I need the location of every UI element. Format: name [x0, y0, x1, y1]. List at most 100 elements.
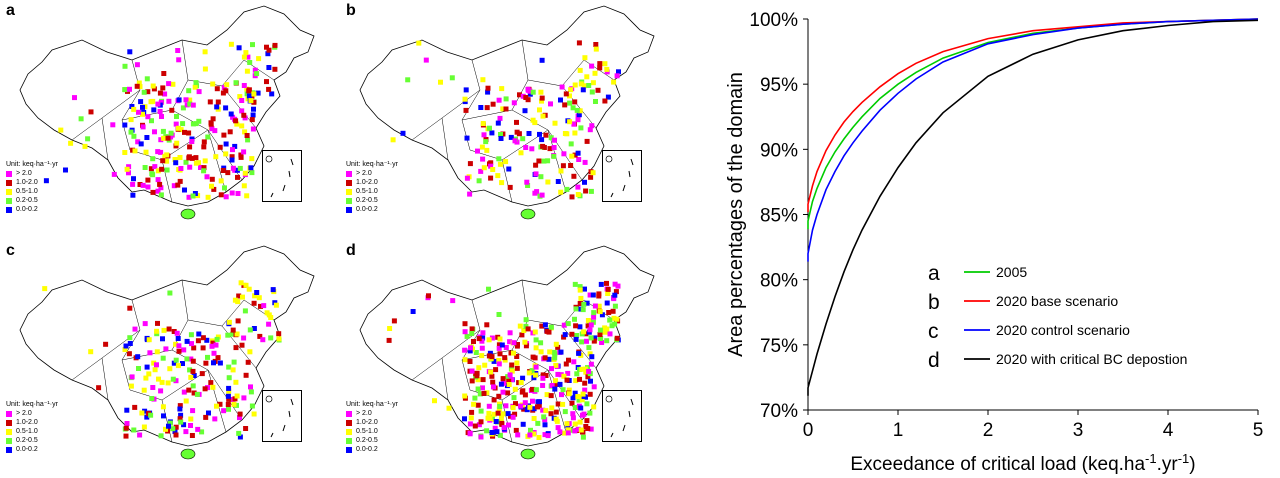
panel-letter: a	[6, 2, 15, 19]
x-axis-label-superscript: -1	[1145, 451, 1157, 466]
legend-swatch	[346, 437, 352, 444]
legend-label: 0.5-1.0	[356, 428, 378, 435]
legend-swatch	[6, 437, 12, 444]
legend-item: > 2.0	[6, 409, 58, 418]
legend-swatch	[346, 206, 352, 213]
legend-item: 1.0-2.0	[6, 178, 58, 187]
legend-letter: b	[928, 291, 940, 314]
legend-item: > 2.0	[6, 169, 58, 178]
south-china-sea-inset	[602, 150, 642, 202]
legend-item: > 2.0	[346, 409, 398, 418]
legend-swatch	[6, 410, 12, 417]
legend-label: 0.2-0.5	[16, 197, 38, 204]
legend-label: 1.0-2.0	[356, 179, 378, 186]
map-legend: Unit: keq·ha⁻¹·yr > 2.0 1.0-2.0 0.5-1.0 0.2-…	[6, 160, 58, 214]
legend-swatch	[346, 179, 352, 186]
legend-unit: Unit: keq·ha⁻¹·yr	[346, 161, 398, 168]
legend-swatch	[6, 197, 12, 204]
legend-series-name: 2020 base scenario	[996, 293, 1118, 309]
legend-swatch	[6, 419, 12, 426]
map-panel-c: c Unit: keq·ha⁻¹·yr > 2.0 1.0-2.0 0.5-1.0 0.2…	[0, 240, 340, 470]
exceedance-line-chart: 70% 75% 80% 85% 90% 95% 100% 0 1 2 3 4 5 Area percent…	[725, 10, 1263, 476]
legend-letter: d	[928, 349, 940, 372]
legend-item: 1.0-2.0	[346, 178, 398, 187]
legend-label: 1.0-2.0	[16, 179, 38, 186]
legend-unit: Unit: keq·ha⁻¹·yr	[6, 401, 58, 408]
legend-label: > 2.0	[356, 410, 372, 417]
legend-label: 0.0-0.2	[16, 446, 38, 453]
south-china-sea-inset	[262, 390, 302, 442]
legend-label: > 2.0	[16, 410, 32, 417]
legend-swatch	[346, 428, 352, 435]
map-panel-a: a Unit: keq·ha⁻¹·yr > 2.0 1.0-2.0 0.5-1.0 0.2…	[0, 0, 340, 230]
china-map	[359, 245, 655, 460]
legend-swatch	[346, 170, 352, 177]
legend-item: 0.2-0.5	[6, 436, 58, 445]
china-map	[359, 5, 655, 220]
legend-series-name: 2020 control scenario	[996, 322, 1130, 338]
y-tick-label: 75%	[760, 336, 798, 357]
legend-swatch	[346, 197, 352, 204]
legend-label: > 2.0	[16, 170, 32, 177]
legend-swatch	[6, 179, 12, 186]
x-axis-label: Exceedance of critical load (keq.ha-1.yr…	[850, 451, 1195, 476]
legend-item: 1.0-2.0	[346, 418, 398, 427]
x-tick-label: 0	[803, 420, 814, 441]
legend-label: 0.2-0.5	[356, 197, 378, 204]
legend-unit: Unit: keq·ha⁻¹·yr	[346, 401, 398, 408]
y-axis-label: Area percentages of the domain	[725, 72, 747, 357]
legend-swatch	[346, 419, 352, 426]
x-tick-label: 2	[983, 420, 994, 441]
x-axis-label-superscript: -1	[1178, 451, 1190, 466]
legend-unit: Unit: keq·ha⁻¹·yr	[6, 161, 58, 168]
legend-label: 0.0-0.2	[16, 206, 38, 213]
legend-letter: a	[928, 262, 940, 285]
legend-swatch	[6, 446, 12, 453]
y-tick-label: 80%	[760, 271, 798, 292]
y-tick-label: 85%	[760, 206, 798, 227]
y-tick-label: 100%	[749, 10, 798, 31]
legend-item: > 2.0	[346, 169, 398, 178]
panel-letter: d	[346, 242, 356, 259]
panel-letter: c	[6, 242, 15, 259]
legend-swatch	[6, 428, 12, 435]
legend-item: 0.5-1.0	[346, 187, 398, 196]
south-china-sea-inset	[602, 390, 642, 442]
legend-swatch	[346, 188, 352, 195]
map-panel-d: d Unit: keq·ha⁻¹·yr > 2.0 1.0-2.0 0.5-1.0 0.2…	[340, 240, 680, 470]
series-line-c	[807, 18, 1259, 262]
map-panel-b: b Unit: keq·ha⁻¹·yr > 2.0 1.0-2.0 0.5-1.0 0.2…	[340, 0, 680, 230]
legend-swatch	[6, 206, 12, 213]
legend-label: > 2.0	[356, 170, 372, 177]
legend-item: 0.2-0.5	[6, 196, 58, 205]
south-china-sea-inset	[262, 150, 302, 202]
legend-item: 0.0-0.2	[6, 445, 58, 454]
legend-label: 0.5-1.0	[16, 428, 38, 435]
legend-item: 0.0-0.2	[6, 205, 58, 214]
x-tick-label: 3	[1073, 420, 1084, 441]
legend-letter: c	[928, 320, 939, 343]
china-map	[19, 5, 315, 220]
legend-label: 1.0-2.0	[16, 419, 38, 426]
legend-item: 0.0-0.2	[346, 445, 398, 454]
legend-swatch	[6, 188, 12, 195]
y-tick-label: 70%	[760, 401, 798, 422]
y-tick-label: 95%	[760, 75, 798, 96]
legend-item: 0.5-1.0	[6, 187, 58, 196]
series-line-a	[807, 18, 1259, 229]
map-legend: Unit: keq·ha⁻¹·yr > 2.0 1.0-2.0 0.5-1.0 0.2-…	[346, 160, 398, 214]
map-legend: Unit: keq·ha⁻¹·yr > 2.0 1.0-2.0 0.5-1.0 0.2-…	[6, 400, 58, 454]
legend-label: 0.5-1.0	[16, 188, 38, 195]
y-tick-label: 90%	[760, 140, 798, 161]
legend-item: 0.0-0.2	[346, 205, 398, 214]
legend-series-name: 2020 with critical BC depostion	[996, 351, 1187, 367]
legend-label: 0.2-0.5	[16, 437, 38, 444]
x-axis-label-part: .yr	[1157, 454, 1179, 475]
legend-swatch	[6, 170, 12, 177]
panel-letter: b	[346, 2, 356, 19]
legend-item: 0.5-1.0	[6, 427, 58, 436]
legend-label: 0.2-0.5	[356, 437, 378, 444]
legend-label: 0.0-0.2	[356, 446, 378, 453]
legend-series-name: 2005	[996, 264, 1027, 280]
x-axis-label-part: )	[1189, 454, 1195, 475]
